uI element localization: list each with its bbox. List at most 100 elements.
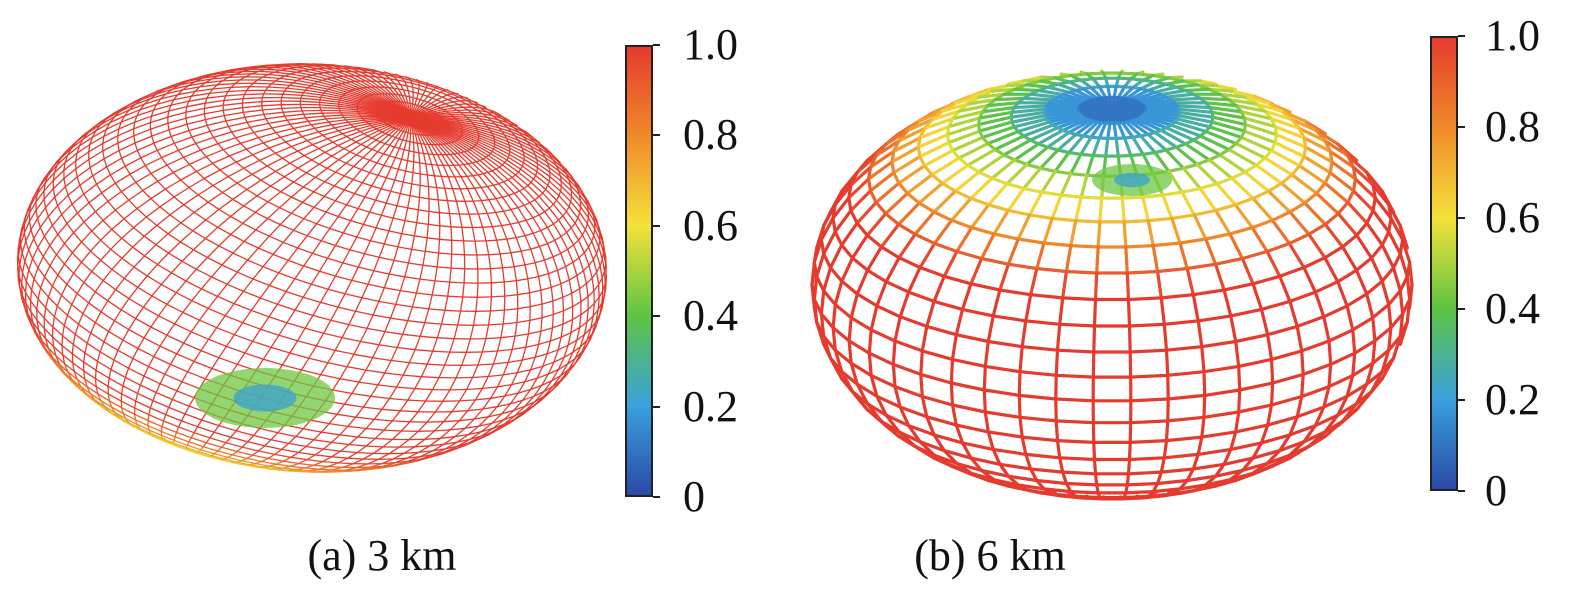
surface-mesh-line	[418, 196, 430, 200]
surface-mesh-line	[258, 152, 277, 162]
surface-mesh-line	[351, 381, 360, 395]
surface-mesh-line	[173, 142, 180, 151]
surface-mesh-line	[378, 256, 395, 262]
surface-mesh-line	[243, 195, 258, 207]
surface-mesh-line	[357, 253, 366, 268]
surface-mesh-line	[243, 167, 253, 175]
surface-mesh-line	[218, 357, 238, 365]
surface-mesh-line	[342, 94, 362, 101]
surface-mesh-line	[395, 303, 414, 308]
surface-mesh-line	[326, 78, 343, 85]
surface-mesh-line	[184, 405, 190, 415]
surface-mesh-line	[390, 93, 399, 103]
surface-mesh-line	[224, 302, 235, 317]
surface-mesh-line	[28, 269, 35, 280]
surface-mesh-line	[409, 79, 420, 84]
surface-mesh-line	[331, 77, 347, 84]
surface-mesh-line	[217, 215, 232, 228]
surface-mesh-line	[33, 226, 41, 240]
surface-mesh-line	[37, 329, 43, 341]
surface-mesh-line	[387, 101, 400, 111]
surface-mesh-line	[557, 356, 565, 371]
surface-mesh-line	[231, 126, 251, 133]
surface-mesh-line	[389, 317, 409, 322]
surface-mesh-line	[360, 99, 379, 107]
surface-mesh-line	[91, 230, 102, 241]
surface-mesh-line	[384, 372, 404, 376]
surface-mesh-line	[156, 263, 173, 274]
surface-mesh-line	[463, 163, 474, 177]
surface-mesh-line	[212, 155, 231, 165]
surface-mesh-line	[592, 308, 599, 317]
surface-mesh-line	[83, 281, 96, 293]
surface-mesh-line	[498, 127, 513, 133]
surface-mesh-line	[442, 420, 460, 423]
surface-mesh-line	[459, 296, 464, 312]
surface-mesh-line	[216, 295, 235, 305]
surface-mesh-line	[243, 89, 248, 96]
surface-mesh-line	[290, 145, 299, 152]
surface-mesh-line	[466, 150, 481, 162]
surface-mesh-line	[134, 400, 137, 409]
surface-mesh-line	[190, 90, 196, 97]
surface-mesh-line	[218, 424, 237, 432]
surface-mesh-line	[185, 446, 200, 453]
surface-mesh-line	[534, 195, 540, 201]
surface-mesh-line	[368, 211, 383, 216]
surface-mesh-line	[599, 258, 604, 267]
surface-mesh-line	[507, 141, 523, 149]
surface-mesh-line	[355, 154, 364, 159]
surface-mesh-line	[155, 383, 161, 394]
surface-mesh-line	[300, 77, 319, 83]
surface-mesh-line	[198, 307, 209, 321]
surface-mesh-line	[268, 223, 281, 237]
surface-mesh-line	[235, 154, 254, 163]
surface-mesh-line	[110, 368, 126, 379]
surface-mesh-line	[21, 272, 28, 282]
surface-mesh-line	[541, 300, 554, 305]
surface-mesh-line	[544, 211, 555, 225]
surface-mesh-line	[243, 159, 261, 169]
surface-mesh-line	[442, 130, 460, 140]
surface-mesh-line	[320, 373, 341, 380]
surface-mesh-line	[551, 323, 564, 329]
surface-mesh-line	[413, 222, 418, 237]
surface-mesh-line	[150, 164, 168, 175]
surface-mesh-line	[83, 270, 93, 284]
surface-mesh-line	[501, 267, 505, 283]
surface-mesh-line	[587, 246, 594, 261]
surface-mesh-line	[348, 310, 357, 326]
surface-mesh-line	[350, 207, 359, 222]
surface-mesh-line	[343, 189, 356, 195]
surface-mesh-line	[60, 213, 68, 225]
surface-mesh-line	[397, 246, 413, 251]
surface-mesh-line	[95, 369, 110, 379]
surface-mesh-line	[1387, 303, 1393, 330]
surface-mesh-line	[156, 149, 163, 159]
surface-mesh-line	[192, 230, 207, 240]
surface-mesh-line	[517, 381, 526, 394]
surface-mesh-line	[527, 181, 532, 187]
surface-mesh-line	[139, 103, 146, 111]
surface-mesh-line	[180, 413, 186, 422]
surface-mesh-line	[534, 343, 540, 358]
surface-mesh-line	[43, 265, 51, 278]
surface-mesh-line	[132, 235, 145, 248]
surface-mesh-line	[1254, 102, 1284, 113]
surface-mesh-line	[468, 213, 474, 229]
surface-mesh-line	[211, 76, 230, 80]
surface-mesh-line	[566, 357, 576, 365]
surface-mesh-line	[353, 165, 363, 171]
surface-mesh-line	[37, 255, 44, 269]
surface-mesh-line	[108, 400, 113, 408]
surface-mesh-line	[503, 281, 506, 297]
surface-mesh-line	[144, 156, 163, 167]
surface-mesh-line	[454, 427, 466, 438]
surface-mesh-line	[367, 458, 380, 465]
surface-mesh-line	[318, 257, 329, 272]
surface-dip-core	[233, 384, 297, 412]
surface-mesh-line	[275, 463, 292, 467]
surface-mesh-line	[282, 110, 303, 113]
surface-mesh-line	[597, 283, 600, 298]
surface-mesh-line	[1214, 468, 1244, 478]
